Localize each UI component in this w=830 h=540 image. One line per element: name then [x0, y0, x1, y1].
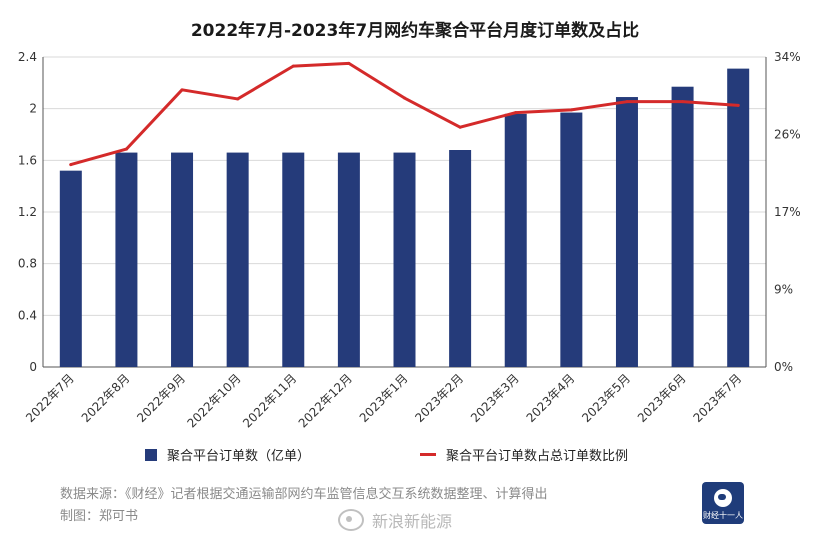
x-tick-label: 2023年1月 [357, 371, 411, 425]
x-tick-label: 2023年2月 [412, 371, 466, 425]
y-left-tick-label: 2.4 [18, 50, 37, 64]
y-right-tick-label: 17% [774, 205, 801, 219]
x-tick-label: 2023年4月 [524, 371, 578, 425]
bar [671, 86, 694, 367]
bar [226, 152, 249, 367]
bar [171, 152, 194, 367]
line-point [69, 163, 73, 167]
source-note: 数据来源：《财经》记者根据交通运输部网约车监管信息交互系统数据整理、计算得出 制… [60, 484, 548, 528]
bar [59, 170, 82, 367]
x-tick-label: 2023年3月 [468, 371, 522, 425]
y-right-tick-label: 0% [774, 360, 793, 374]
line-point [625, 100, 629, 104]
y-right-tick-label: 9% [774, 283, 793, 297]
y-left-tick-label: 0 [29, 360, 37, 374]
line-point [569, 108, 573, 112]
x-tick-label: 2023年6月 [635, 371, 689, 425]
logo: 财经十一人 [702, 482, 744, 524]
y-left-tick-label: 0.4 [18, 308, 37, 322]
y-right-tick-label: 34% [774, 50, 801, 64]
x-tick-label: 2023年7月 [690, 371, 744, 425]
logo-text: 财经十一人 [703, 511, 743, 520]
y-left-tick-label: 1.2 [18, 205, 37, 219]
y-right-tick-label: 26% [774, 128, 801, 142]
line-point [236, 97, 240, 101]
x-tick-label: 2023年5月 [579, 371, 633, 425]
bar [560, 112, 583, 368]
line-point [347, 61, 351, 65]
x-tick-label: 2022年7月 [23, 371, 77, 425]
author-text: 制图：郑可书 [60, 509, 139, 524]
line-point [458, 125, 462, 129]
x-tick-label: 2022年8月 [79, 371, 133, 425]
line-point [180, 88, 184, 92]
x-tick-label: 2022年11月 [240, 371, 299, 430]
legend-label-share: 聚合平台订单数占总订单数比例 [446, 449, 629, 464]
watermark: 新浪新能源 [338, 508, 452, 532]
line-point [736, 103, 740, 107]
watermark-text: 新浪新能源 [372, 512, 453, 531]
legend-item-share: 聚合平台订单数占总订单数比例 [420, 445, 628, 464]
bar [449, 150, 472, 367]
legend: 聚合平台订单数（亿单） 聚合平台订单数占总订单数比例 [145, 445, 738, 464]
line-point [124, 147, 128, 151]
legend-item-orders: 聚合平台订单数（亿单） [145, 445, 310, 464]
bar [115, 152, 138, 367]
legend-bar-swatch [145, 448, 157, 461]
y-left-tick-label: 1.6 [18, 153, 37, 167]
line-point [403, 96, 406, 100]
share-line [69, 61, 740, 167]
source-text: 数据来源：《财经》记者根据交通运输部网约车监管信息交互系统数据整理、计算得出 [60, 487, 548, 502]
bar [504, 113, 527, 367]
line-point [291, 64, 295, 68]
globe-icon [714, 489, 732, 507]
legend-label-orders: 聚合平台订单数（亿单） [167, 449, 311, 464]
bar [393, 152, 416, 367]
bar [282, 152, 305, 367]
weibo-icon [338, 509, 364, 531]
chart-title: 2022年7月-2023年7月网约车聚合平台月度订单数及占比 [190, 21, 640, 41]
combo-chart: 00.40.81.21.622.40%9%17%26%34%2022年7月 202… [18, 50, 801, 430]
bar [615, 97, 638, 368]
x-tick-label: 2022年10月 [185, 371, 244, 430]
y-left-tick-label: 2 [29, 102, 37, 116]
legend-line-swatch [420, 453, 437, 456]
line-point [681, 100, 685, 104]
bar [727, 68, 750, 367]
x-tick-label: 2022年12月 [296, 371, 355, 430]
x-tick-label: 2022年9月 [134, 371, 188, 425]
line-point [514, 111, 518, 115]
bar [337, 152, 360, 367]
y-left-tick-label: 0.8 [18, 257, 37, 271]
